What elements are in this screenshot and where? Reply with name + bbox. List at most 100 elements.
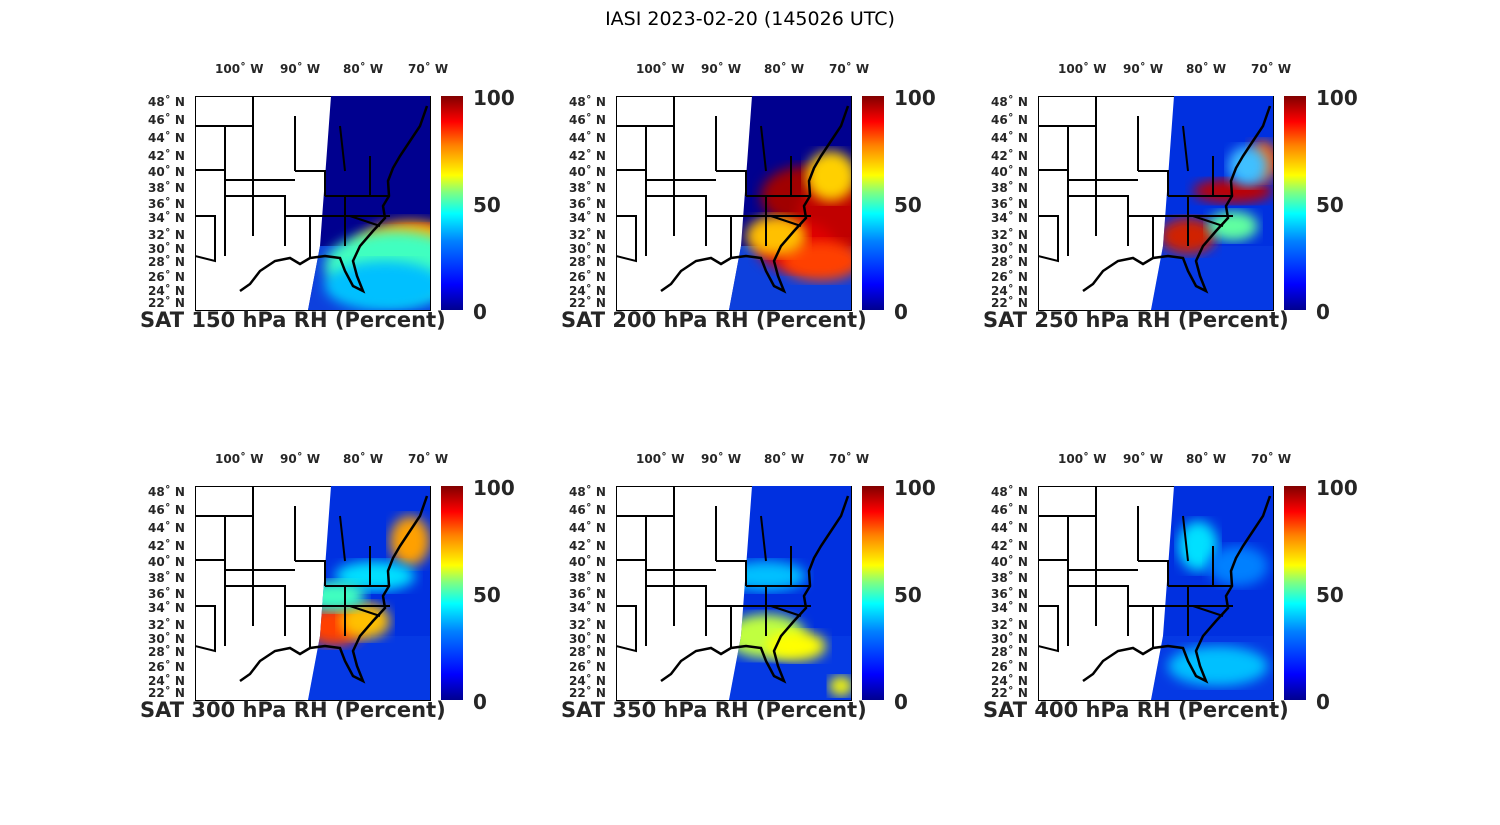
colorbar-tick-label: 0: [1316, 300, 1330, 324]
lat-tick-label: 28˚ N: [991, 255, 1028, 269]
lon-tick-label: 90˚ W: [701, 62, 742, 76]
lat-tick-label: 32˚ N: [569, 228, 606, 242]
lon-tick-label: 90˚ W: [280, 452, 321, 466]
colorbar: [862, 486, 884, 700]
lat-tick-label: 44˚ N: [991, 131, 1028, 145]
panel-title: SAT 300 hPa RH (Percent): [140, 698, 446, 722]
lat-tick-label: 22˚ N: [148, 296, 185, 310]
lat-tick-label: 28˚ N: [991, 645, 1028, 659]
moisture-region: [1208, 546, 1268, 586]
lat-tick-label: 32˚ N: [148, 228, 185, 242]
lat-tick-label: 38˚ N: [148, 181, 185, 195]
panel-title: SAT 150 hPa RH (Percent): [140, 308, 446, 332]
moisture-region: [806, 151, 851, 201]
coastline: [660, 495, 850, 684]
lon-tick-label: 100˚ W: [215, 62, 264, 76]
lat-tick-label: 30˚ N: [991, 242, 1028, 256]
lat-tick-label: 48˚ N: [991, 95, 1028, 109]
colorbar-tick-label: 0: [1316, 690, 1330, 714]
panel-title: SAT 350 hPa RH (Percent): [561, 698, 867, 722]
lon-tick-label: 100˚ W: [636, 452, 685, 466]
lat-tick-label: 36˚ N: [148, 587, 185, 601]
colorbar-tick-label: 0: [894, 690, 908, 714]
colorbar-tick-label: 100: [1316, 476, 1358, 500]
moisture-region: [1208, 211, 1258, 241]
moisture-region: [1193, 179, 1273, 203]
lon-tick-label: 70˚ W: [1251, 452, 1292, 466]
moisture-region: [325, 261, 430, 310]
colorbar-tick-label: 100: [894, 86, 936, 110]
lat-tick-label: 38˚ N: [148, 571, 185, 585]
lon-tick-label: 90˚ W: [280, 62, 321, 76]
lat-tick-label: 40˚ N: [148, 165, 185, 179]
colorbar: [441, 96, 463, 310]
lat-tick-label: 40˚ N: [569, 555, 606, 569]
colorbar-tick-label: 0: [473, 300, 487, 324]
panel-title: SAT 400 hPa RH (Percent): [983, 698, 1289, 722]
map-plot: [616, 486, 852, 701]
colorbar-tick-label: 100: [473, 86, 515, 110]
lat-tick-label: 30˚ N: [148, 632, 185, 646]
colorbar: [1284, 486, 1306, 700]
lat-tick-label: 40˚ N: [991, 165, 1028, 179]
colorbar: [862, 96, 884, 310]
colorbar-tick-label: 100: [894, 476, 936, 500]
lat-tick-label: 46˚ N: [991, 503, 1028, 517]
lat-tick-label: 44˚ N: [569, 521, 606, 535]
colorbar-tick-label: 50: [1316, 583, 1344, 607]
lat-tick-label: 30˚ N: [991, 632, 1028, 646]
lat-tick-label: 34˚ N: [991, 211, 1028, 225]
lat-tick-label: 32˚ N: [991, 228, 1028, 242]
lat-tick-label: 36˚ N: [569, 587, 606, 601]
lon-tick-label: 80˚ W: [1186, 452, 1227, 466]
moisture-region: [1228, 146, 1268, 186]
lat-tick-label: 38˚ N: [991, 571, 1028, 585]
lat-tick-label: 26˚ N: [991, 660, 1028, 674]
panel-title: SAT 200 hPa RH (Percent): [561, 308, 867, 332]
colorbar-tick-label: 100: [1316, 86, 1358, 110]
moisture-region: [340, 603, 390, 639]
lat-tick-label: 38˚ N: [991, 181, 1028, 195]
lat-tick-label: 36˚ N: [569, 197, 606, 211]
map-plot: [616, 96, 852, 311]
lat-tick-label: 42˚ N: [569, 539, 606, 553]
lat-tick-label: 26˚ N: [148, 270, 185, 284]
coastline: [1082, 495, 1272, 684]
figure-title: IASI 2023-02-20 (145026 UTC): [605, 8, 895, 30]
lat-tick-label: 22˚ N: [569, 686, 606, 700]
lat-tick-label: 38˚ N: [569, 571, 606, 585]
lon-tick-label: 70˚ W: [829, 62, 870, 76]
moisture-region: [781, 241, 851, 281]
state-borders: [195, 486, 390, 653]
lon-tick-label: 80˚ W: [343, 62, 384, 76]
map-panel: 100˚ W 90˚ W 80˚ W 70˚ W 48˚ N 46˚ N 44˚ N 42˚ …: [140, 60, 560, 360]
map-panel: 100˚ W 90˚ W 80˚ W 70˚ W 48˚ N 46˚ N 44˚ N 42˚ …: [561, 450, 981, 750]
lat-tick-label: 46˚ N: [569, 113, 606, 127]
lat-tick-label: 26˚ N: [569, 660, 606, 674]
lat-tick-label: 38˚ N: [569, 181, 606, 195]
map-panel: 100˚ W 90˚ W 80˚ W 70˚ W 48˚ N 46˚ N 44˚ N 42˚ …: [140, 450, 560, 750]
coastline: [1082, 105, 1272, 294]
lat-tick-label: 32˚ N: [569, 618, 606, 632]
lat-tick-label: 48˚ N: [569, 485, 606, 499]
lat-tick-label: 26˚ N: [569, 270, 606, 284]
lat-tick-label: 40˚ N: [148, 555, 185, 569]
lat-tick-label: 24˚ N: [569, 674, 606, 688]
lat-tick-label: 48˚ N: [991, 485, 1028, 499]
lat-tick-label: 32˚ N: [148, 618, 185, 632]
state-borders: [1038, 486, 1233, 653]
lon-tick-label: 70˚ W: [1251, 62, 1292, 76]
state-borders: [195, 96, 390, 263]
lat-tick-label: 30˚ N: [148, 242, 185, 256]
lon-tick-label: 70˚ W: [408, 62, 449, 76]
lat-tick-label: 26˚ N: [148, 660, 185, 674]
coastline: [660, 105, 850, 294]
lat-tick-label: 34˚ N: [148, 211, 185, 225]
lat-tick-label: 48˚ N: [569, 95, 606, 109]
lat-tick-label: 34˚ N: [991, 601, 1028, 615]
lat-tick-label: 36˚ N: [991, 587, 1028, 601]
lat-tick-label: 22˚ N: [148, 686, 185, 700]
lat-tick-label: 22˚ N: [991, 686, 1028, 700]
lat-tick-label: 28˚ N: [148, 645, 185, 659]
lat-tick-label: 28˚ N: [148, 255, 185, 269]
